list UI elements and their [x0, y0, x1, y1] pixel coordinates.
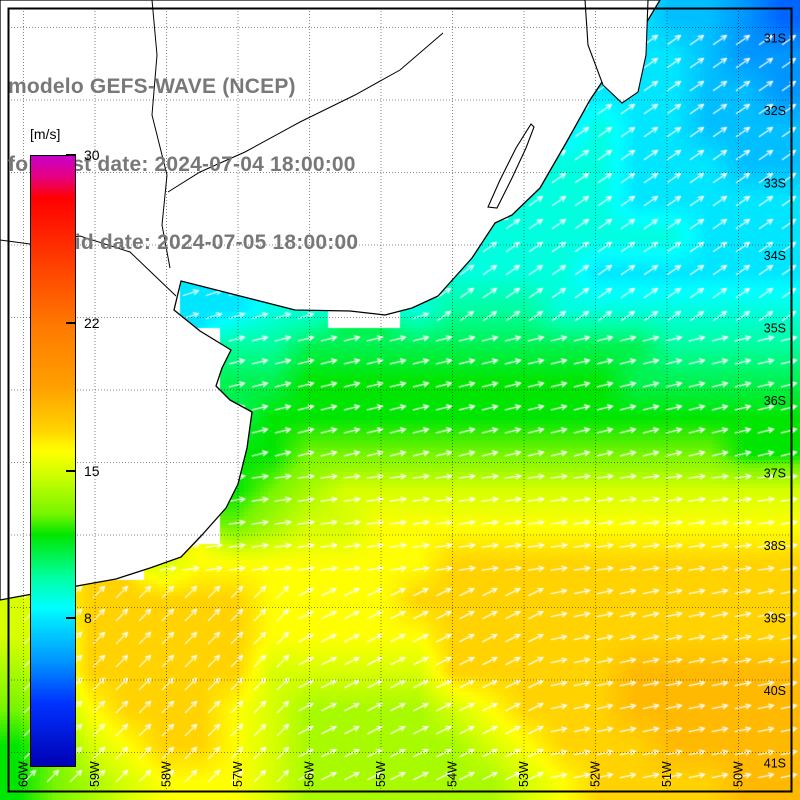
colorbar-tick-label: 22: [84, 315, 100, 332]
colorbar-unit-label: [m/s]: [30, 126, 61, 142]
colorbar-tick-label: 30: [84, 147, 100, 163]
lon-tick-label: 51W: [660, 761, 674, 787]
lat-tick-label: 34S: [764, 249, 786, 263]
river-line: [167, 32, 444, 193]
colorbar-tick-mark: [66, 322, 76, 325]
lon-tick-label: 50W: [732, 761, 746, 787]
coastline: [0, 0, 661, 601]
plot-frame: [7, 7, 793, 793]
lon-tick-label: 56W: [303, 761, 317, 787]
river-line: [0, 235, 177, 297]
river-line: [151, 0, 171, 269]
model-title: modelo GEFS-WAVE (NCEP): [8, 75, 296, 98]
lon-tick-label: 54W: [446, 761, 460, 787]
lon-tick-label: 52W: [589, 761, 603, 787]
lon-tick-label: 58W: [160, 761, 174, 787]
lon-tick-label: 59W: [88, 761, 102, 787]
lat-tick-label: 40S: [764, 684, 786, 698]
lat-tick-label: 38S: [764, 539, 786, 553]
lon-tick-label: 55W: [374, 761, 388, 787]
colorbar-tick-label: 8: [84, 609, 92, 626]
land-layer: [0, 0, 661, 601]
colorbar-tick-label: 15: [84, 462, 100, 479]
lagoon-layer: [487, 0, 649, 209]
colorbar-tick-mark: [66, 469, 76, 472]
lagoon-outline: [487, 123, 535, 209]
colorbar: [m/s] 30 22 15 8: [28, 126, 148, 786]
lat-tick-label: 36S: [764, 394, 786, 408]
colorbar-tick-mark: [66, 616, 76, 619]
axis-labels: 60W 59W 58W 57W 56W 55W 54W 53W 52W 51W 50W 31S 32S 3…: [17, 32, 787, 788]
lat-tick-label: 35S: [764, 322, 786, 336]
lat-tick-label: 37S: [764, 467, 786, 481]
lat-tick-label: 31S: [764, 32, 786, 46]
lon-tick-label: 60W: [17, 761, 31, 787]
colorbar-tick-mark: [66, 154, 76, 156]
map-border: [7, 7, 793, 793]
colorbar-gradient: [30, 155, 76, 767]
lat-tick-label: 32S: [764, 104, 786, 118]
lon-tick-label: 53W: [517, 761, 531, 787]
lat-tick-label: 33S: [764, 177, 786, 191]
river-layer: [0, 0, 444, 297]
lat-tick-label: 41S: [764, 757, 786, 771]
lat-tick-label: 39S: [764, 612, 786, 626]
lon-tick-label: 57W: [231, 761, 245, 787]
